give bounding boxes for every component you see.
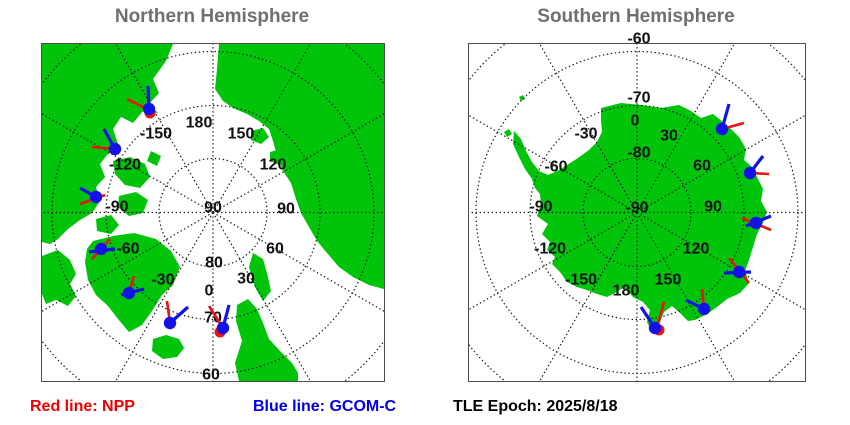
north-polar-map-plot: 180 150 120 90 60 30 0 -30 -60 -90 -120 -150 90 80 70 6… <box>42 44 384 384</box>
satellite-marker <box>91 128 122 156</box>
south-hemisphere-map: -60 -70 -80 -90 0 30 60 90 120 150 180 -150 -120 -90 -… <box>468 31 806 382</box>
satellite-marker <box>120 275 145 300</box>
north-hemisphere-title: Northern Hemisphere <box>114 6 310 27</box>
graticule-label: 80 <box>205 255 223 272</box>
satellite-markers <box>79 85 231 338</box>
satellite-marker <box>88 238 116 260</box>
satellite-marker <box>207 304 231 338</box>
graticule-label: -120 <box>534 241 566 258</box>
graticule-label: -90 <box>625 200 648 217</box>
graticule-label: -150 <box>565 272 597 289</box>
graticule-label: 30 <box>660 128 678 145</box>
legend-red-line-npp: Red line: NPP <box>30 398 135 415</box>
north-hemisphere-map: 180 150 120 90 60 30 0 -30 -60 -90 -120 -150 90 80 70 6… <box>41 43 385 384</box>
graticule-label: 120 <box>683 241 710 258</box>
gcomc-position-dot <box>732 265 746 279</box>
satellite-marker <box>743 155 770 180</box>
gcomc-position-dot <box>749 216 763 230</box>
gcomc-position-dot <box>163 316 177 330</box>
satellite-marker <box>685 288 711 316</box>
graticule-label: 0 <box>205 283 214 300</box>
graticule-label: 30 <box>237 271 255 288</box>
graticule-label: -60 <box>627 31 650 48</box>
graticule-label: 60 <box>266 241 284 258</box>
graticule-label: -80 <box>627 145 650 162</box>
gcomc-position-dot <box>89 190 103 204</box>
tle-epoch-text: TLE Epoch: 2025/8/18 <box>453 398 618 415</box>
land-polygons <box>504 95 767 332</box>
gcomc-position-dot <box>697 302 711 316</box>
satellite-marker <box>163 300 190 330</box>
graticule-label: -90 <box>529 199 552 216</box>
graticule-label: 150 <box>655 272 682 289</box>
graticule-labels: 180 150 120 90 60 30 0 -30 -60 -90 -120 -150 90 80 70 6… <box>105 115 295 384</box>
graticule-label: -70 <box>627 90 650 107</box>
satellite-marker <box>715 103 745 136</box>
satellite-marker <box>639 301 666 336</box>
gcomc-position-dot <box>715 122 729 136</box>
graticule-label: -150 <box>140 126 172 143</box>
graticule <box>469 44 805 381</box>
graticule-label: 150 <box>228 126 255 143</box>
gcomc-position-dot <box>216 321 230 335</box>
satellite-marker <box>126 85 156 119</box>
satellite-marker <box>741 214 772 232</box>
graticule-label: -60 <box>544 159 567 176</box>
gcomc-position-dot <box>142 102 156 116</box>
graticule-label: 90 <box>704 199 722 216</box>
gcomc-position-dot <box>94 242 108 256</box>
graticule-label: 90 <box>277 201 295 218</box>
south-hemisphere-title: Southern Hemisphere <box>537 6 735 27</box>
graticule-label: 70 <box>204 310 222 327</box>
graticule-label: -60 <box>116 241 139 258</box>
graticule-label: -90 <box>105 199 128 216</box>
gcomc-position-dot <box>122 286 136 300</box>
graticule-label: 90 <box>204 200 222 217</box>
gcomc-position-dot <box>743 166 757 180</box>
graticule-label: 180 <box>186 115 213 132</box>
graticule-label: 60 <box>693 158 711 175</box>
graticule-label: 0 <box>631 113 640 130</box>
gcomc-position-dot <box>648 321 662 335</box>
satellite-marker <box>723 257 752 284</box>
land-polygons <box>42 44 384 381</box>
graticule-label: -120 <box>109 157 141 174</box>
graticule-label: 180 <box>613 283 640 300</box>
graticule-label: 60 <box>202 367 220 384</box>
graticule <box>42 44 384 381</box>
gcomc-position-dot <box>108 142 122 156</box>
graticule-label: -30 <box>574 126 597 143</box>
satellite-markers <box>639 103 772 336</box>
graticule-label: 120 <box>260 157 287 174</box>
graticule-label: -30 <box>151 272 174 289</box>
legend-blue-line-gcomc: Blue line: GCOM-C <box>253 398 397 415</box>
satellite-marker <box>79 186 106 206</box>
